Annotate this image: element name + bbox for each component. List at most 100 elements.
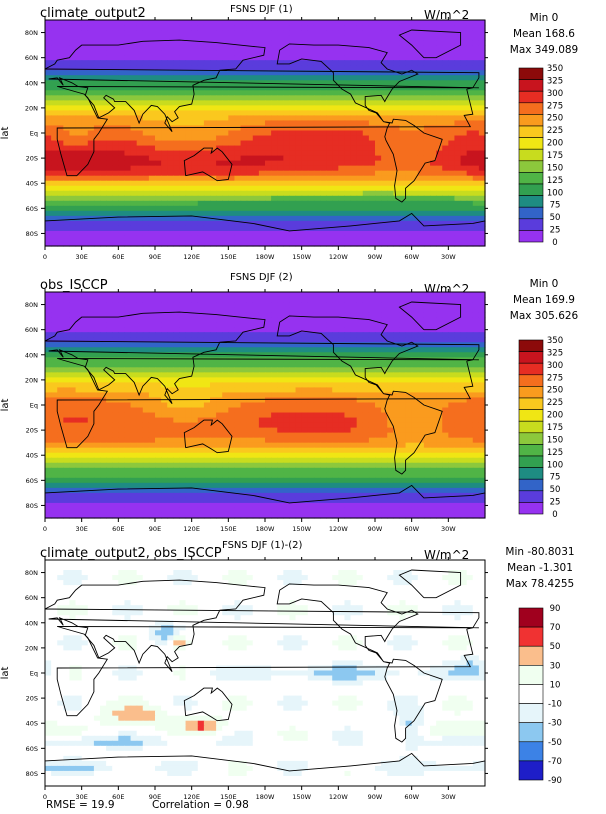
field-cell <box>228 85 236 91</box>
field-cell <box>277 352 284 358</box>
field-cell <box>130 135 138 142</box>
field-cell <box>142 235 150 242</box>
field-cell <box>173 200 181 207</box>
field-cell <box>258 175 266 182</box>
field-cell <box>326 55 333 61</box>
field-cell <box>283 377 291 383</box>
field-cell <box>472 312 480 318</box>
field-cell <box>423 20 431 26</box>
field-cell <box>258 397 266 404</box>
field-cell <box>265 115 272 122</box>
field-cell <box>430 115 437 122</box>
field-cell <box>442 60 449 66</box>
field-cell <box>460 317 468 323</box>
field-cell <box>191 105 199 111</box>
field-cell <box>356 65 364 71</box>
field-cell <box>387 367 394 373</box>
field-cell <box>344 60 352 66</box>
field-cell <box>148 392 156 399</box>
field-cell <box>167 185 174 192</box>
field-cell <box>454 170 462 177</box>
field-cell <box>112 80 119 86</box>
field-cell <box>332 337 339 343</box>
field-cell <box>332 65 339 71</box>
field-cell <box>442 30 449 36</box>
field-cell <box>277 130 284 137</box>
field-cell <box>173 155 181 162</box>
field-cell <box>130 195 138 202</box>
field-cell <box>69 230 77 237</box>
field-cell <box>466 35 474 41</box>
field-cell <box>271 392 278 399</box>
field-cell <box>356 140 364 147</box>
field-cell <box>332 50 339 56</box>
field-cell <box>197 40 205 46</box>
field-cell <box>179 332 187 338</box>
field-cell <box>112 402 119 409</box>
field-cell <box>118 327 126 333</box>
field-cell <box>69 362 77 368</box>
field-cell <box>203 382 211 389</box>
field-cell <box>301 50 309 56</box>
field-cell <box>203 110 211 117</box>
field-cell <box>148 215 156 222</box>
field-cell <box>430 155 437 162</box>
field-cell <box>368 205 376 212</box>
field-cell <box>106 165 113 172</box>
field-cell <box>161 20 168 26</box>
field-cell <box>320 105 327 111</box>
field-cell <box>387 25 394 31</box>
field-cell <box>173 397 181 404</box>
field-cell <box>234 220 242 227</box>
field-cell <box>45 307 52 313</box>
field-cell <box>240 110 248 117</box>
field-cell <box>112 230 119 237</box>
field-cell <box>417 40 425 46</box>
field-cell <box>240 210 248 217</box>
field-cell <box>460 195 468 202</box>
field-cell <box>179 312 187 318</box>
field-cell <box>173 225 181 232</box>
field-cell <box>295 352 303 358</box>
field-cell <box>106 190 113 197</box>
field-cell <box>332 100 339 106</box>
field-cell <box>191 402 199 409</box>
field-cell <box>411 210 419 217</box>
field-cell <box>69 55 77 61</box>
field-cell <box>142 342 150 348</box>
field-cell <box>45 312 52 318</box>
field-cell <box>399 205 407 212</box>
field-cell <box>179 90 187 96</box>
field-cell <box>51 50 58 56</box>
field-cell <box>69 75 77 81</box>
field-cell <box>155 312 162 318</box>
field-cell <box>173 80 181 86</box>
field-cell <box>155 85 162 91</box>
field-cell <box>197 205 205 212</box>
field-cell <box>142 200 150 207</box>
field-cell <box>161 40 168 46</box>
field-cell <box>179 322 187 328</box>
field-cell <box>368 297 376 303</box>
field-cell <box>216 372 223 378</box>
field-cell <box>228 377 236 383</box>
field-cell <box>100 95 107 101</box>
field-cell <box>277 175 284 182</box>
field-cell <box>191 317 199 323</box>
field-cell <box>203 327 211 333</box>
field-cell <box>442 200 449 207</box>
field-cell <box>417 45 425 51</box>
field-cell <box>148 230 156 237</box>
field-cell <box>332 155 339 162</box>
field-cell <box>234 215 242 222</box>
field-cell <box>405 65 413 71</box>
field-cell <box>368 327 376 333</box>
field-cell <box>216 347 223 353</box>
field-cell <box>185 65 193 71</box>
field-cell <box>252 50 260 56</box>
field-cell <box>448 30 456 36</box>
field-cell <box>271 175 278 182</box>
field-cell <box>399 235 407 242</box>
field-cell <box>179 155 187 162</box>
field-cell <box>362 35 370 41</box>
